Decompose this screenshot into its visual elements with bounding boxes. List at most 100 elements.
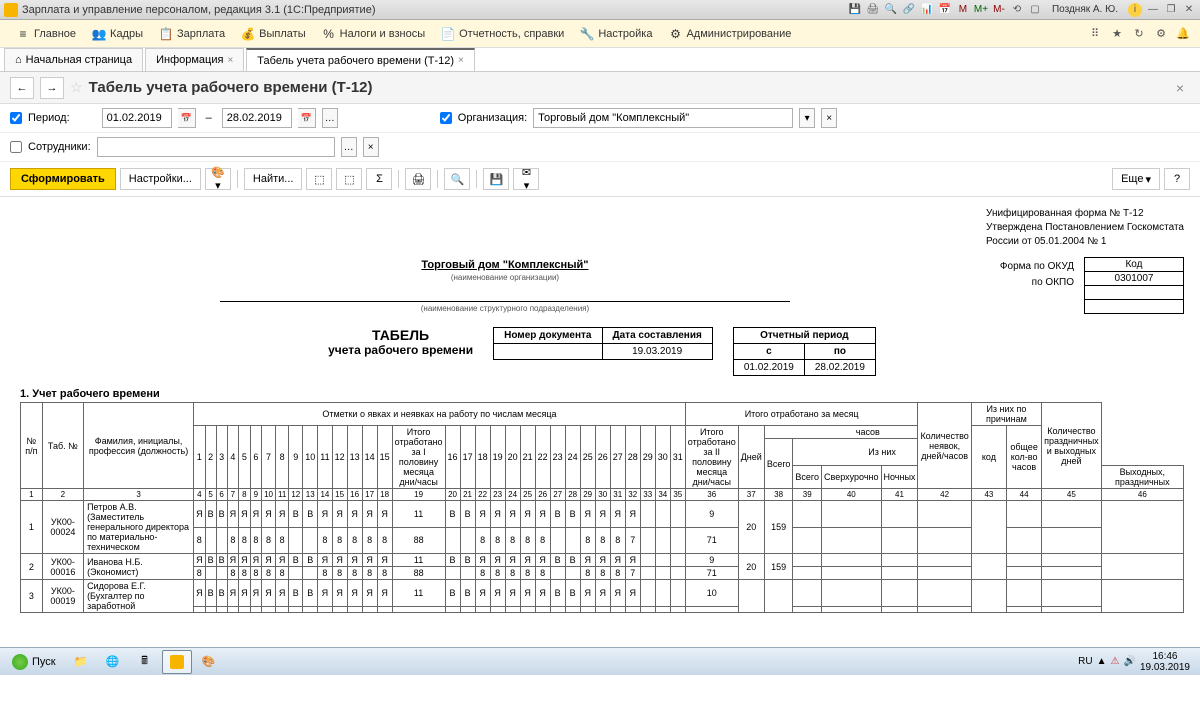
org-name: Торговый дом "Комплексный" <box>421 259 588 271</box>
main-menu: ≡Главное👥Кадры📋Зарплата💰Выплаты%Налоги и… <box>0 20 1200 48</box>
calc-icon[interactable]: 📊 <box>920 3 934 17</box>
minimize-icon[interactable]: — <box>1146 3 1160 17</box>
mplus-icon[interactable]: M+ <box>974 3 988 17</box>
emp-input[interactable] <box>97 137 335 157</box>
tab-close-icon[interactable]: × <box>227 55 233 66</box>
start-orb-icon <box>12 654 28 670</box>
menu-5[interactable]: 📄Отчетность, справки <box>433 24 572 44</box>
emp-more-icon[interactable]: … <box>341 137 357 157</box>
cal-to-icon[interactable]: 📅 <box>298 108 316 128</box>
period-table: Отчетный период спо 01.02.201928.02.2019 <box>733 327 876 376</box>
org-label: Организация: <box>458 112 527 124</box>
search-icon[interactable]: 🔍 <box>884 3 898 17</box>
taskbar: Пуск 📁 🌐 🖩 🎨 RU ▲ ⚠ 🔊 16:46 19.03.2019 <box>0 647 1200 675</box>
section-header: 1. Учет рабочего времени <box>20 388 1184 400</box>
tray-flag-icon[interactable]: ▲ <box>1097 656 1107 667</box>
tab-close-icon[interactable]: × <box>458 55 464 66</box>
start-button[interactable]: Пуск <box>4 652 64 672</box>
forward-button[interactable]: → <box>40 77 64 99</box>
taskbar-paint[interactable]: 🎨 <box>194 650 224 674</box>
palette-icon[interactable]: 🎨▾ <box>205 168 231 190</box>
taskbar-1c[interactable] <box>162 650 192 674</box>
preview-icon[interactable]: 🔍 <box>444 168 470 190</box>
tab-bar: ⌂Начальная страницаИнформация×Табель уче… <box>0 48 1200 72</box>
report-toolbar: Сформировать Настройки... 🎨▾ Найти... ⬚ … <box>0 162 1200 197</box>
period-row: Период: 📅 – 📅 … Организация: ▾ × <box>0 104 1200 133</box>
m-icon[interactable]: M <box>956 3 970 17</box>
cal-from-icon[interactable]: 📅 <box>178 108 196 128</box>
help-button[interactable]: ? <box>1164 168 1190 190</box>
tray-net-icon[interactable]: ⚠ <box>1111 656 1120 667</box>
org-dropdown-icon[interactable]: ▾ <box>799 108 815 128</box>
timesheet-table: № п/пТаб. №Фамилия, инициалы, профессия … <box>20 402 1184 613</box>
sigma-icon[interactable]: Σ <box>366 168 392 190</box>
mail-icon[interactable]: ✉▾ <box>513 168 539 190</box>
period-more-icon[interactable]: … <box>322 108 338 128</box>
emp-label: Сотрудники: <box>28 141 91 153</box>
org-checkbox[interactable] <box>440 112 452 124</box>
history-icon[interactable]: ↻ <box>1130 25 1148 43</box>
period-to-input[interactable] <box>222 108 292 128</box>
info-icon[interactable]: i <box>1128 3 1142 17</box>
taskbar-browser[interactable]: 🌐 <box>98 650 128 674</box>
doc-info-table: Номер документаДата составления 19.03.20… <box>493 327 713 360</box>
menu-0[interactable]: ≡Главное <box>8 24 84 44</box>
menu-1[interactable]: 👥Кадры <box>84 24 151 44</box>
settings-button[interactable]: Настройки... <box>120 168 201 190</box>
menu-7[interactable]: ⚙Администрирование <box>660 24 799 44</box>
menu-3[interactable]: 💰Выплаты <box>233 24 313 44</box>
more-button[interactable]: Еще ▾ <box>1112 168 1160 190</box>
code-box: Код 0301007 <box>1084 257 1184 314</box>
win-icon[interactable]: ▢ <box>1028 3 1042 17</box>
employees-row: Сотрудники: … × <box>0 133 1200 162</box>
page-close-icon[interactable]: × <box>1170 80 1190 96</box>
tab-1[interactable]: Информация× <box>145 48 244 71</box>
close-icon[interactable]: ✕ <box>1182 3 1196 17</box>
menu-2[interactable]: 📋Зарплата <box>151 24 233 44</box>
taskbar-explorer[interactable]: 📁 <box>66 650 96 674</box>
back-button[interactable]: ← <box>10 77 34 99</box>
menu-4[interactable]: %Налоги и взносы <box>314 24 434 44</box>
user-label: Поздняк А. Ю. <box>1052 4 1118 15</box>
cal-icon[interactable]: 📅 <box>938 3 952 17</box>
window-title: Зарплата и управление персоналом, редакц… <box>22 4 848 16</box>
star-icon[interactable]: ★ <box>1108 25 1126 43</box>
gear-icon[interactable]: ⚙ <box>1152 25 1170 43</box>
nav-row: ← → ☆ Табель учета рабочего времени (Т-1… <box>0 72 1200 104</box>
page-title: Табель учета рабочего времени (Т-12) <box>89 79 373 96</box>
lang-indicator[interactable]: RU <box>1078 656 1092 667</box>
period-label: Период: <box>28 112 70 124</box>
app-icon <box>4 3 18 17</box>
link-icon[interactable]: 🔗 <box>902 3 916 17</box>
emp-clear-icon[interactable]: × <box>363 137 379 157</box>
apps-icon[interactable]: ⠿ <box>1086 25 1104 43</box>
mminus-icon[interactable]: M- <box>992 3 1006 17</box>
expand-icon[interactable]: ⬚ <box>306 168 332 190</box>
print-button[interactable]: 🖨 <box>405 168 431 190</box>
clock[interactable]: 16:46 19.03.2019 <box>1140 651 1190 673</box>
collapse-icon[interactable]: ⬚ <box>336 168 362 190</box>
org-clear-icon[interactable]: × <box>821 108 837 128</box>
generate-button[interactable]: Сформировать <box>10 168 116 190</box>
print-icon[interactable]: 🖨 <box>866 3 880 17</box>
org-input[interactable] <box>533 108 793 128</box>
bell-icon[interactable]: 🔔 <box>1174 25 1192 43</box>
back-icon[interactable]: ⟲ <box>1010 3 1024 17</box>
form-header-text: Унифицированная форма № Т-12 Утверждена … <box>986 207 1184 249</box>
maximize-icon[interactable]: ❐ <box>1164 3 1178 17</box>
favorite-star[interactable]: ☆ <box>70 79 83 96</box>
report-content: Унифицированная форма № Т-12 Утверждена … <box>0 197 1200 707</box>
period-from-input[interactable] <box>102 108 172 128</box>
taskbar-calc[interactable]: 🖩 <box>130 650 160 674</box>
tab-0[interactable]: ⌂Начальная страница <box>4 48 143 71</box>
save-icon[interactable]: 💾 <box>848 3 862 17</box>
period-checkbox[interactable] <box>10 112 22 124</box>
tab-2[interactable]: Табель учета рабочего времени (Т-12)× <box>246 48 475 71</box>
window-titlebar: Зарплата и управление персоналом, редакц… <box>0 0 1200 20</box>
menu-6[interactable]: 🔧Настройка <box>572 24 660 44</box>
tray-sound-icon[interactable]: 🔊 <box>1123 656 1135 667</box>
disk-icon[interactable]: 💾 <box>483 168 509 190</box>
emp-checkbox[interactable] <box>10 141 22 153</box>
find-button[interactable]: Найти... <box>244 168 303 190</box>
doc-title: ТАБЕЛЬ учета рабочего времени <box>328 327 473 357</box>
